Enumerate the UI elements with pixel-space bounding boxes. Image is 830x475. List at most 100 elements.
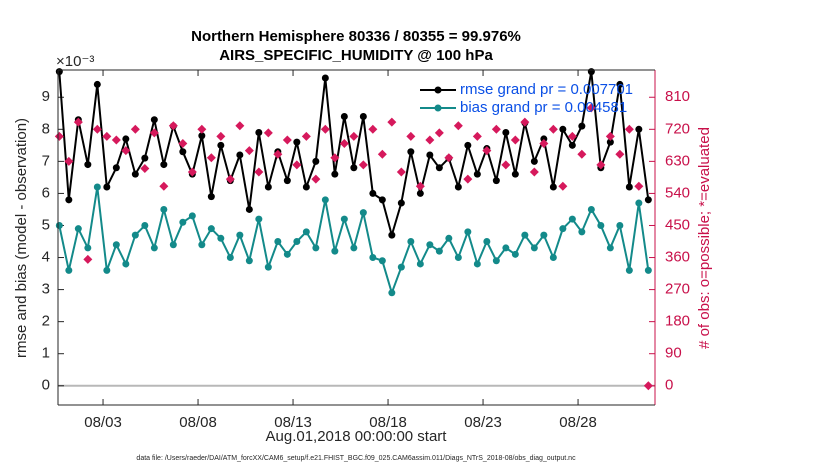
point xyxy=(274,238,282,246)
point xyxy=(198,241,206,249)
legend-marker xyxy=(434,104,442,112)
point xyxy=(150,116,158,124)
point xyxy=(112,164,120,172)
y-tick-label: 0 xyxy=(42,377,50,394)
obs-marker xyxy=(254,167,264,177)
point xyxy=(179,218,187,226)
point xyxy=(293,238,301,246)
point xyxy=(559,125,567,133)
point xyxy=(340,112,348,120)
obs-marker xyxy=(482,146,492,156)
y2-axis-label: # of obs: o=possible; *=evaluated xyxy=(696,127,713,349)
point xyxy=(112,241,120,249)
point xyxy=(245,205,253,213)
point xyxy=(397,199,405,207)
point xyxy=(492,257,500,265)
point xyxy=(141,221,149,229)
x-tick-label: 08/28 xyxy=(559,414,597,431)
point xyxy=(103,183,111,191)
obs-marker xyxy=(64,156,74,166)
point xyxy=(426,241,434,249)
point xyxy=(188,212,196,220)
point xyxy=(302,183,310,191)
point xyxy=(530,244,538,252)
point xyxy=(426,151,434,159)
point xyxy=(55,221,63,229)
point xyxy=(122,135,130,143)
y2-tick-label: 540 xyxy=(665,184,690,201)
point xyxy=(397,263,405,271)
y-tick-label: 1 xyxy=(42,345,50,362)
obs-marker xyxy=(425,135,435,145)
point xyxy=(587,68,595,76)
obs-marker xyxy=(311,174,321,184)
point xyxy=(169,241,177,249)
x-tick-label: 08/13 xyxy=(274,414,312,431)
point xyxy=(236,151,244,159)
obs-marker xyxy=(216,131,226,141)
point xyxy=(492,177,500,185)
obs-marker xyxy=(149,128,159,138)
obs-marker xyxy=(273,149,283,159)
point xyxy=(407,238,415,246)
obs-marker xyxy=(596,160,606,170)
obs-marker xyxy=(434,128,444,138)
point xyxy=(255,129,263,137)
obs-marker xyxy=(111,135,121,145)
legend-label: rmse grand pr = 0.007701 xyxy=(460,81,633,98)
point xyxy=(625,266,633,274)
point xyxy=(340,215,348,223)
obs-marker xyxy=(301,131,311,141)
point xyxy=(321,196,329,204)
point xyxy=(84,244,92,252)
point xyxy=(226,254,234,262)
obs-marker xyxy=(225,174,235,184)
obs-marker xyxy=(558,181,568,191)
point xyxy=(93,80,101,88)
x-tick-label: 08/08 xyxy=(179,414,217,431)
point xyxy=(283,177,291,185)
point xyxy=(568,215,576,223)
point xyxy=(255,215,263,223)
point xyxy=(578,228,586,236)
point xyxy=(65,266,73,274)
point xyxy=(540,135,548,143)
y-tick-label: 6 xyxy=(42,184,50,201)
point xyxy=(217,141,225,149)
chart-title: Northern Hemisphere 80336 / 80355 = 99.9… xyxy=(191,28,521,45)
y2-tick-label: 720 xyxy=(665,120,690,137)
y-tick-label: 7 xyxy=(42,152,50,169)
obs-marker xyxy=(577,149,587,159)
point xyxy=(559,225,567,233)
obs-marker xyxy=(358,160,368,170)
obs-marker xyxy=(292,160,302,170)
point xyxy=(160,161,168,169)
legend-label: bias grand pr = 0.004581 xyxy=(460,99,627,116)
obs-marker xyxy=(159,181,169,191)
obs-marker xyxy=(529,167,539,177)
obs-marker xyxy=(83,254,93,264)
obs-marker xyxy=(539,139,549,149)
obs-marker xyxy=(387,117,397,127)
y-tick-label: 9 xyxy=(42,88,50,105)
point xyxy=(606,138,614,146)
obs-marker xyxy=(605,131,615,141)
footnote: data file: /Users/raeder/DAI/ATM_forcXX/… xyxy=(136,455,576,462)
x-tick-label: 08/03 xyxy=(84,414,122,431)
obs-marker xyxy=(339,139,349,149)
y2-tick-label: 450 xyxy=(665,216,690,233)
obs-marker xyxy=(548,124,558,134)
obs-marker xyxy=(121,146,131,156)
obs-marker xyxy=(520,117,530,127)
point xyxy=(369,189,377,197)
x-tick-label: 08/18 xyxy=(369,414,407,431)
point xyxy=(160,205,168,213)
obs-marker xyxy=(491,124,501,134)
point xyxy=(454,183,462,191)
point xyxy=(359,209,367,217)
point xyxy=(331,170,339,178)
y2-tick-label: 810 xyxy=(665,88,690,105)
point xyxy=(511,250,519,258)
point xyxy=(454,254,462,262)
point xyxy=(635,199,643,207)
